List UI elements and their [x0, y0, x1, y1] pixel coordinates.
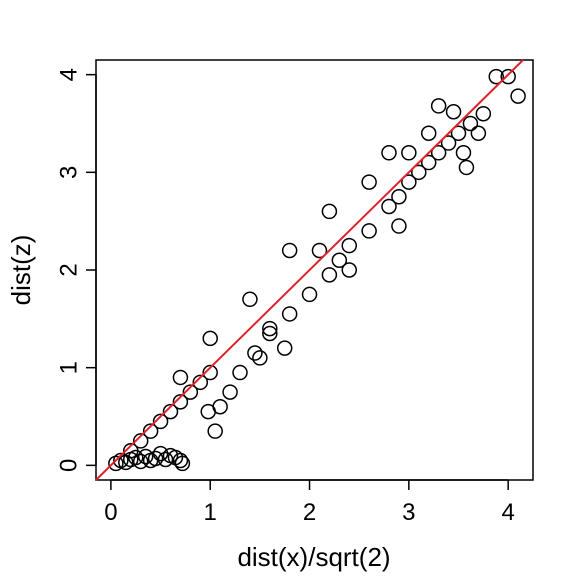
data-point: [262, 320, 278, 337]
data-point: [488, 68, 505, 85]
data-point: [458, 159, 475, 176]
data-point: [276, 340, 293, 356]
data-point: [172, 452, 189, 469]
data-point: [152, 445, 169, 462]
data-point: [361, 223, 377, 239]
data-point: [391, 218, 407, 234]
data-point: [450, 125, 467, 142]
data-point: [500, 68, 516, 85]
data-point: [281, 306, 298, 322]
data-point: [391, 188, 407, 205]
data-point: [361, 174, 377, 190]
data-point: [192, 374, 209, 391]
data-point: [207, 423, 223, 439]
reference-line: [95, 59, 524, 481]
y-tick-label: 1: [55, 361, 82, 374]
data-point: [132, 453, 149, 470]
data-point: [162, 403, 179, 420]
data-point: [202, 330, 218, 347]
y-axis: 0 1 2 3 4: [55, 68, 97, 472]
data-point: [157, 451, 174, 468]
data-point: [142, 423, 159, 439]
data-point: [321, 267, 338, 283]
data-point: [411, 164, 427, 181]
data-point: [222, 384, 238, 400]
data-point: [510, 88, 526, 104]
y-axis-label: dist(z): [6, 235, 36, 306]
data-point: [212, 398, 228, 415]
data-point: [462, 115, 479, 132]
data-point: [262, 325, 278, 342]
x-tick-label: 4: [501, 499, 514, 526]
plot-frame: [95, 59, 534, 481]
data-point: [252, 350, 268, 366]
data-point: [242, 291, 258, 308]
data-points: [108, 68, 526, 472]
data-point: [420, 154, 437, 171]
data-point: [182, 384, 199, 400]
data-point: [430, 98, 447, 114]
x-axis-label: dist(x)/sqrt(2): [237, 542, 390, 572]
data-point: [440, 135, 457, 151]
data-point: [420, 125, 437, 142]
x-axis: 0 1 2 3 4: [104, 479, 515, 526]
data-point: [137, 448, 154, 465]
data-point: [152, 413, 169, 430]
data-point: [401, 145, 417, 161]
data-point: [123, 442, 139, 459]
data-point: [202, 364, 218, 381]
data-point: [172, 369, 189, 386]
data-point: [174, 455, 191, 472]
data-point: [341, 237, 358, 254]
data-point: [475, 105, 492, 122]
data-point: [381, 145, 397, 161]
data-point: [341, 262, 358, 278]
x-tick-label: 3: [402, 499, 415, 526]
data-point: [132, 433, 149, 449]
data-point: [147, 450, 164, 467]
y-tick-label: 4: [55, 68, 82, 81]
y-tick-label: 2: [55, 263, 82, 276]
data-point: [301, 286, 318, 303]
y-tick-label: 3: [55, 166, 82, 179]
data-point: [381, 198, 397, 215]
data-point: [232, 364, 248, 381]
data-point: [445, 104, 462, 120]
data-point: [470, 125, 487, 142]
data-point: [172, 394, 189, 410]
data-point: [455, 145, 472, 161]
data-point: [430, 145, 447, 161]
y-tick-label: 0: [55, 459, 82, 472]
data-point: [311, 242, 328, 259]
data-point: [401, 174, 417, 190]
x-tick-label: 0: [104, 499, 117, 526]
x-tick-label: 1: [204, 499, 217, 526]
data-point: [331, 252, 348, 268]
data-point: [247, 345, 263, 361]
x-tick-label: 2: [303, 499, 316, 526]
data-point: [281, 242, 298, 259]
data-point: [321, 203, 338, 220]
